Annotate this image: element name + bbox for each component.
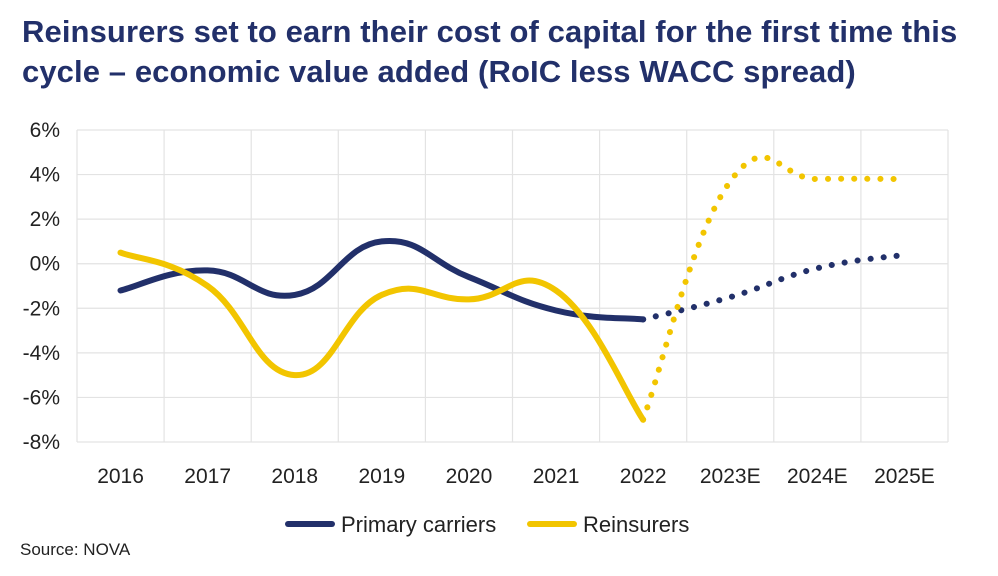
y-tick-label: 6% [30, 119, 60, 142]
grid-layer [76, 129, 949, 443]
x-tick-label: 2016 [97, 465, 144, 488]
y-tick-label: -6% [23, 386, 60, 409]
y-tick-label: -4% [23, 342, 60, 365]
series-line-actual-0 [117, 238, 647, 323]
source-note: Source: NOVA [20, 540, 131, 559]
y-tick-label: 4% [30, 164, 60, 187]
x-tick-label: 2021 [533, 465, 580, 488]
x-tick-label: 2024E [787, 465, 848, 488]
legend-label: Primary carriers [341, 512, 496, 537]
x-tick-label: 2018 [271, 465, 318, 488]
chart-title: Reinsurers set to earn their cost of cap… [22, 14, 958, 89]
y-tick-label: 2% [30, 208, 60, 231]
series-line-estimate-0 [640, 251, 908, 323]
series-layer [117, 154, 908, 423]
y-tick-label: -8% [23, 431, 60, 454]
x-tick-label: 2017 [184, 465, 231, 488]
series-line-actual-1 [117, 249, 647, 423]
x-tick-label: 2020 [446, 465, 493, 488]
legend-label: Reinsurers [583, 512, 689, 537]
x-tick-label: 2019 [358, 465, 405, 488]
axis-labels: 6% 4% 2% 0% -2% -4% -6% -8% 2016 2017 2018 2019 2020… [23, 119, 935, 488]
series-line-estimate-1 [640, 154, 908, 423]
y-tick-label: -2% [23, 297, 60, 320]
x-tick-label: 2023E [700, 465, 761, 488]
y-tick-label: 0% [30, 253, 60, 276]
legend: Primary carriers Reinsurers [285, 512, 689, 537]
x-tick-label: 2022 [620, 465, 667, 488]
x-tick-label: 2025E [874, 465, 935, 488]
